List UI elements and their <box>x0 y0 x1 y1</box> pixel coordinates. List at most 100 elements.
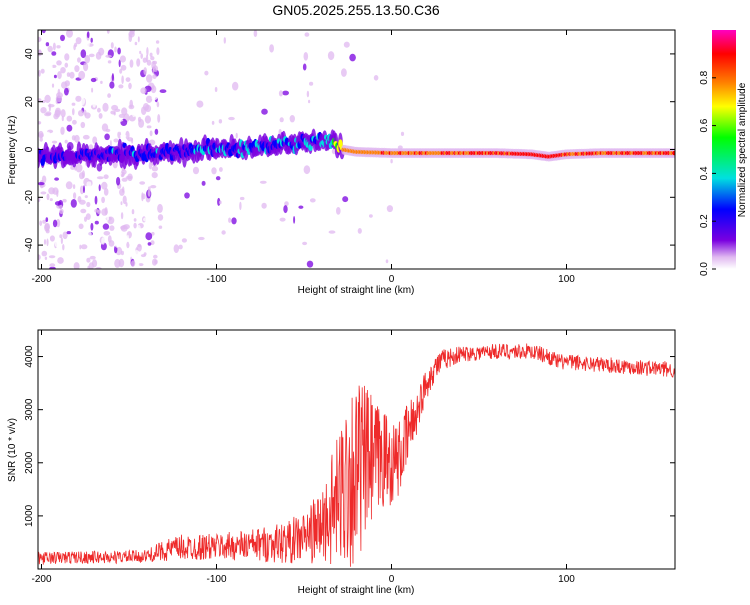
noise-blob <box>151 172 158 179</box>
noise-blob <box>101 181 108 190</box>
noise-blob <box>113 111 116 116</box>
noise-blob <box>245 234 252 244</box>
noise-blob <box>60 34 65 42</box>
noise-blob <box>52 219 58 228</box>
noise-blob <box>145 54 149 63</box>
x-tick-label: -200 <box>31 574 51 585</box>
noise-blob <box>156 101 160 108</box>
noise-blob <box>120 134 127 138</box>
noise-blob <box>110 42 114 49</box>
noise-blob <box>45 229 50 234</box>
noise-blob <box>130 260 136 267</box>
noise-blob <box>119 55 126 63</box>
noise-blob <box>133 250 140 259</box>
noise-blob <box>66 30 73 38</box>
noise-blob <box>152 60 157 65</box>
noise-blob <box>51 64 57 68</box>
y-tick-label: 3000 <box>24 398 35 421</box>
noise-blob <box>211 167 217 175</box>
noise-blob <box>150 185 157 189</box>
noise-blob <box>117 131 122 139</box>
noise-blob <box>373 75 379 81</box>
noise-blob <box>146 74 153 83</box>
noise-blob <box>107 60 112 64</box>
noise-blob <box>86 257 91 263</box>
noise-blob <box>114 258 121 268</box>
noise-blob <box>58 163 61 171</box>
noise-blob <box>125 130 130 140</box>
noise-blob <box>95 230 101 234</box>
y-tick-label: 0 <box>24 146 35 152</box>
noise-blob <box>90 37 93 43</box>
noise-blob <box>134 122 138 130</box>
noise-blob <box>284 201 289 207</box>
noise-blob <box>136 224 141 233</box>
noise-blob <box>154 259 158 265</box>
noise-blob <box>204 70 209 76</box>
noise-blob <box>153 254 158 259</box>
noise-blob <box>223 37 226 44</box>
y-tick-label: 2000 <box>24 451 35 474</box>
noise-blob <box>118 59 121 68</box>
noise-blob <box>136 58 141 67</box>
noise-blob <box>230 46 235 56</box>
snr-ticks: -200 -100 0 100 1000 2000 3000 4000 <box>24 330 675 585</box>
noise-blob <box>221 230 226 235</box>
noise-blob <box>57 88 61 96</box>
noise-blob <box>289 115 295 123</box>
noise-blob <box>94 220 99 225</box>
noise-blob <box>73 262 80 269</box>
colorbar-gradient <box>712 30 736 269</box>
noise-blob <box>136 243 142 252</box>
noise-blob <box>147 189 151 197</box>
noise-blob <box>120 201 123 206</box>
noise-blob <box>143 217 150 222</box>
noise-blob <box>343 41 350 48</box>
noise-blob <box>117 47 121 55</box>
noise-blob <box>114 240 120 248</box>
noise-blob <box>84 55 91 64</box>
noise-blob <box>196 100 204 108</box>
noise-blob <box>240 243 246 251</box>
noise-blob <box>84 195 88 199</box>
noise-blob <box>46 131 50 135</box>
noise-blob <box>71 135 76 141</box>
noise-blob <box>57 257 64 264</box>
noise-blob <box>239 196 245 201</box>
noise-blob <box>49 266 56 269</box>
noise-blob <box>114 46 117 53</box>
noise-blob <box>121 107 128 116</box>
noise-blob <box>38 69 41 77</box>
noise-blob <box>181 238 187 243</box>
noise-blob <box>143 252 147 256</box>
noise-blob <box>132 110 136 118</box>
noise-blob <box>134 263 140 268</box>
noise-blob <box>49 235 55 242</box>
noise-blob <box>120 212 124 220</box>
x-tick-label: 100 <box>558 274 575 285</box>
noise-blob <box>96 176 104 180</box>
noise-blob <box>40 107 47 114</box>
noise-blob <box>138 263 144 267</box>
noise-blob <box>44 256 48 260</box>
colorbar-tick-label: 0.8 <box>699 70 710 84</box>
noise-blob <box>121 75 124 84</box>
noise-blob <box>139 181 146 185</box>
noise-blob <box>253 30 258 37</box>
noise-blob <box>38 130 44 139</box>
noise-blob <box>331 74 337 80</box>
noise-blob <box>314 31 322 39</box>
noise-blob <box>86 40 90 48</box>
noise-blob <box>66 115 73 122</box>
noise-blob <box>211 120 215 125</box>
noise-blob <box>201 180 206 186</box>
noise-blob <box>144 115 151 124</box>
x-tick-label: 0 <box>389 574 395 585</box>
noise-blob <box>60 237 64 245</box>
noise-blob <box>52 42 56 51</box>
noise-blob <box>293 216 296 224</box>
noise-blob <box>46 238 49 247</box>
y-tick-label: 4000 <box>24 345 35 368</box>
